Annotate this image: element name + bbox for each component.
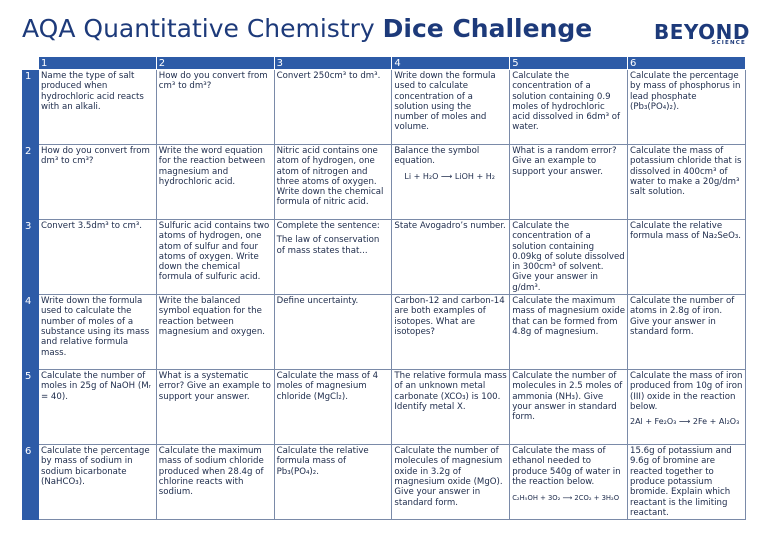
question-cell: Calculate the mass of iron produced from… [626,369,746,446]
column-header: 1 [38,56,157,70]
page-title: AQA Quantitative Chemistry Dice Challeng… [22,14,593,43]
question-cell: Calculate the relative formula mass of P… [273,444,393,521]
question-cell: Carbon-12 and carbon-14 are both example… [391,294,511,371]
question-text: Calculate the mass of iron produced from… [629,371,743,412]
question-cell: 15.6g of potassium and 9.6g of bromine a… [626,444,746,521]
question-cell: Nitric acid contains one atom of hydroge… [273,144,393,220]
question-cell: Calculate the percentage by mass of sodi… [38,444,157,521]
row-number: 4 [22,294,39,371]
question-cell: Complete the sentence: The law of conser… [273,218,393,296]
table-row: 6 Calculate the percentage by mass of so… [22,444,746,521]
question-cell: Sulfuric acid contains two atoms of hydr… [155,218,275,296]
table-row: 4 Write down the formula used to calcula… [22,294,746,371]
table-row: 1 Name the type of salt produced when hy… [22,69,746,145]
column-header: 4 [391,56,511,70]
logo-wordmark: BEYOND [654,20,751,44]
question-cell: Write down the formula used to calculate… [38,294,157,371]
question-cell: Calculate the number of moles in 25g of … [38,369,157,446]
question-cell: How do you convert from dm³ to cm³? [38,144,157,220]
column-header: 3 [273,56,393,70]
column-header: 2 [155,56,275,70]
row-number: 5 [22,369,39,446]
question-cell: Calculate the mass of potassium chloride… [626,144,746,220]
question-cell: What is a random error? Give an example … [509,144,628,220]
question-cell: Define uncertainty. [273,294,393,371]
column-header-row: 1 2 3 4 5 6 [22,56,746,70]
question-text: Balance the symbol equation. [394,146,480,167]
row-number: 6 [22,444,39,521]
dice-challenge-grid: 1 2 3 4 5 6 1 Name the type of salt prod… [22,56,746,521]
row-number: 3 [22,218,39,296]
question-cell: Name the type of salt produced when hydr… [38,69,157,145]
symbol-equation: Li + H₂O ⟶ LiOH + H₂ [404,171,495,181]
logo-subtitle: SCIENCE [711,40,746,46]
question-cell: Calculate the number of molecules in 2.5… [509,369,628,446]
question-cell: What is a systematic error? Give an exam… [155,369,275,446]
question-cell: Calculate the concentration of a solutio… [509,69,628,145]
row-number: 2 [22,144,39,220]
column-header: 5 [509,56,628,70]
question-cell: Convert 3.5dm³ to cm³. [38,218,157,296]
question-cell: Write the word equation for the reaction… [155,144,275,220]
question-cell: Calculate the mass of 4 moles of magnesi… [273,369,393,446]
question-cell: State Avogadro’s number. [391,218,511,296]
question-cell: Write the balanced symbol equation for t… [155,294,275,371]
table-row: 3 Convert 3.5dm³ to cm³. Sulfuric acid c… [22,218,746,296]
corner-cell [22,56,39,70]
symbol-equation: 2Al + Fe₂O₃ ⟶ 2Fe + Al₂O₃ [629,417,740,427]
column-header: 6 [626,56,746,70]
question-cell: Calculate the number of atoms in 2.8g of… [626,294,746,371]
beyond-science-logo: BEYOND SCIENCE [654,20,751,48]
question-cell: Calculate the maximum mass of magnesium … [509,294,628,371]
question-cell: Calculate the number of molecules of mag… [391,444,511,521]
question-cell: Calculate the percentage by mass of phos… [626,69,746,145]
question-cell: How do you convert from cm³ to dm³? [155,69,275,145]
table-row: 5 Calculate the number of moles in 25g o… [22,369,746,446]
question-cell: Calculate the concentration of a solutio… [509,218,628,296]
question-sentence: The law of conservation of mass states t… [276,235,380,256]
question-cell: Balance the symbol equation. Li + H₂O ⟶ … [391,144,511,220]
question-cell: Calculate the mass of ethanol needed to … [509,444,628,521]
question-cell: Convert 250cm³ to dm³. [273,69,393,145]
question-cell: Write down the formula used to calculate… [391,69,511,145]
question-cell: Calculate the relative formula mass of N… [626,218,746,296]
question-cell: Calculate the maximum mass of sodium chl… [155,444,275,521]
question-text: Complete the sentence: [276,221,380,231]
row-number: 1 [22,69,39,145]
symbol-equation: C₂H₅OH + 3O₂ ⟶ 2CO₂ + 3H₂O [512,494,620,503]
question-cell: The relative formula mass of an unknown … [391,369,511,446]
question-text: Calculate the mass of ethanol needed to … [512,446,621,487]
table-row: 2 How do you convert from dm³ to cm³? Wr… [22,144,746,220]
